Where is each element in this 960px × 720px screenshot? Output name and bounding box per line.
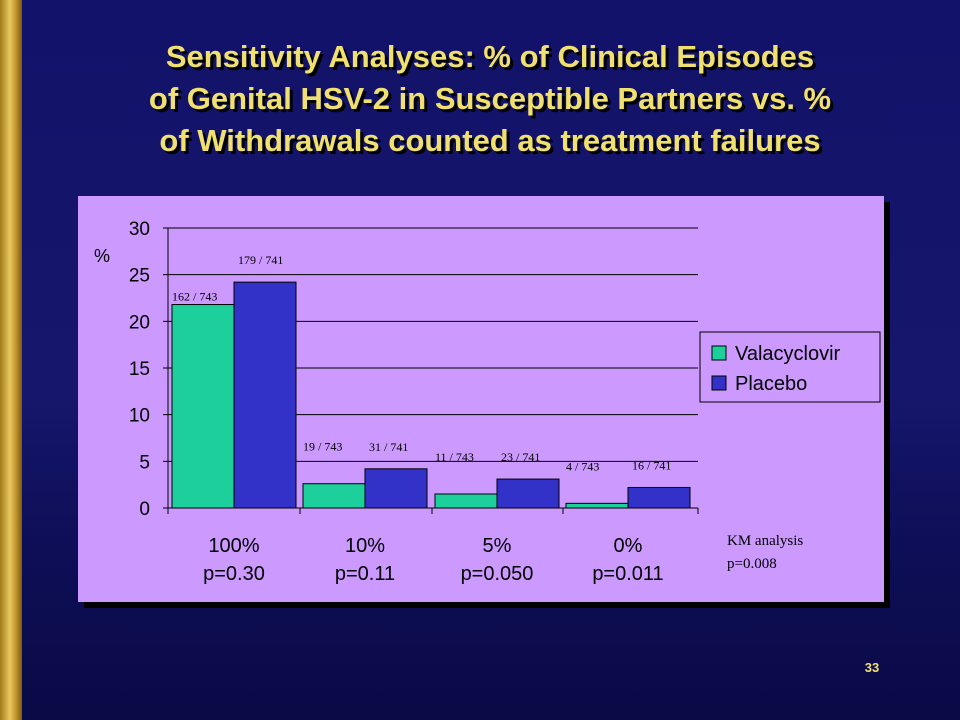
bar-valacyclovir-1: [302, 483, 366, 509]
y-axis-label: %: [94, 246, 110, 266]
bar-valacyclovir-2: [434, 493, 498, 509]
y-tick-label: 30: [129, 219, 150, 240]
bar-placebo-0: [233, 281, 297, 509]
x-tick-label-line1: 0%: [614, 535, 643, 557]
data-label-valacyclovir-0: 162 / 743: [172, 290, 217, 304]
y-tick-label: 15: [129, 359, 150, 380]
bar-valacyclovir-0: [171, 304, 235, 509]
y-tick-label: 20: [129, 312, 150, 333]
bar-placebo-3: [627, 486, 691, 509]
legend-swatch-placebo: [711, 375, 727, 391]
x-tick-label-line1: 10%: [345, 535, 385, 557]
x-tick-label-line2: p=0.11: [335, 563, 395, 585]
data-label-placebo-0: 179 / 741: [238, 253, 283, 267]
y-tick-label: 0: [139, 499, 150, 520]
bar-placebo-1: [364, 468, 428, 509]
x-tick-label-line2: p=0.30: [203, 563, 265, 585]
x-tick-label-line2: p=0.050: [461, 563, 534, 585]
data-label-valacyclovir-3: 4 / 743: [566, 459, 599, 473]
legend-label-valacyclovir: Valacyclovir: [735, 343, 841, 365]
y-tick-label: 25: [129, 266, 150, 287]
data-label-valacyclovir-1: 19 / 743: [303, 440, 342, 454]
km-p-value-label: p=0.008: [727, 556, 777, 572]
legend-swatch-valacyclovir: [711, 345, 727, 361]
data-label-placebo-3: 16 / 741: [632, 458, 671, 472]
y-tick-label: 5: [139, 452, 150, 473]
data-label-placebo-1: 31 / 741: [369, 440, 408, 454]
slide-title: Sensitivity Analyses: % of Clinical Epis…: [40, 36, 940, 162]
slide-title-line-3: of Withdrawals counted as treatment fail…: [159, 123, 821, 158]
gold-side-bar: [0, 0, 22, 720]
bar-valacyclovir-3: [565, 502, 629, 509]
slide-title-line-2: of Genital HSV-2 in Susceptible Partners…: [148, 81, 832, 116]
km-analysis-label: KM analysis: [727, 533, 803, 549]
data-label-placebo-2: 23 / 741: [501, 450, 540, 464]
legend-label-placebo: Placebo: [735, 373, 807, 395]
data-label-valacyclovir-2: 11 / 743: [435, 450, 474, 464]
x-tick-label-line1: 5%: [483, 535, 512, 557]
slide-title-line-1: Sensitivity Analyses: % of Clinical Epis…: [165, 39, 815, 74]
y-tick-label: 10: [129, 406, 150, 427]
slide-number: 33: [864, 660, 880, 675]
x-tick-label-line2: p=0.011: [592, 563, 663, 585]
legend-box: [699, 331, 881, 403]
x-tick-label-line1: 100%: [208, 535, 259, 557]
bar-placebo-2: [496, 478, 560, 509]
